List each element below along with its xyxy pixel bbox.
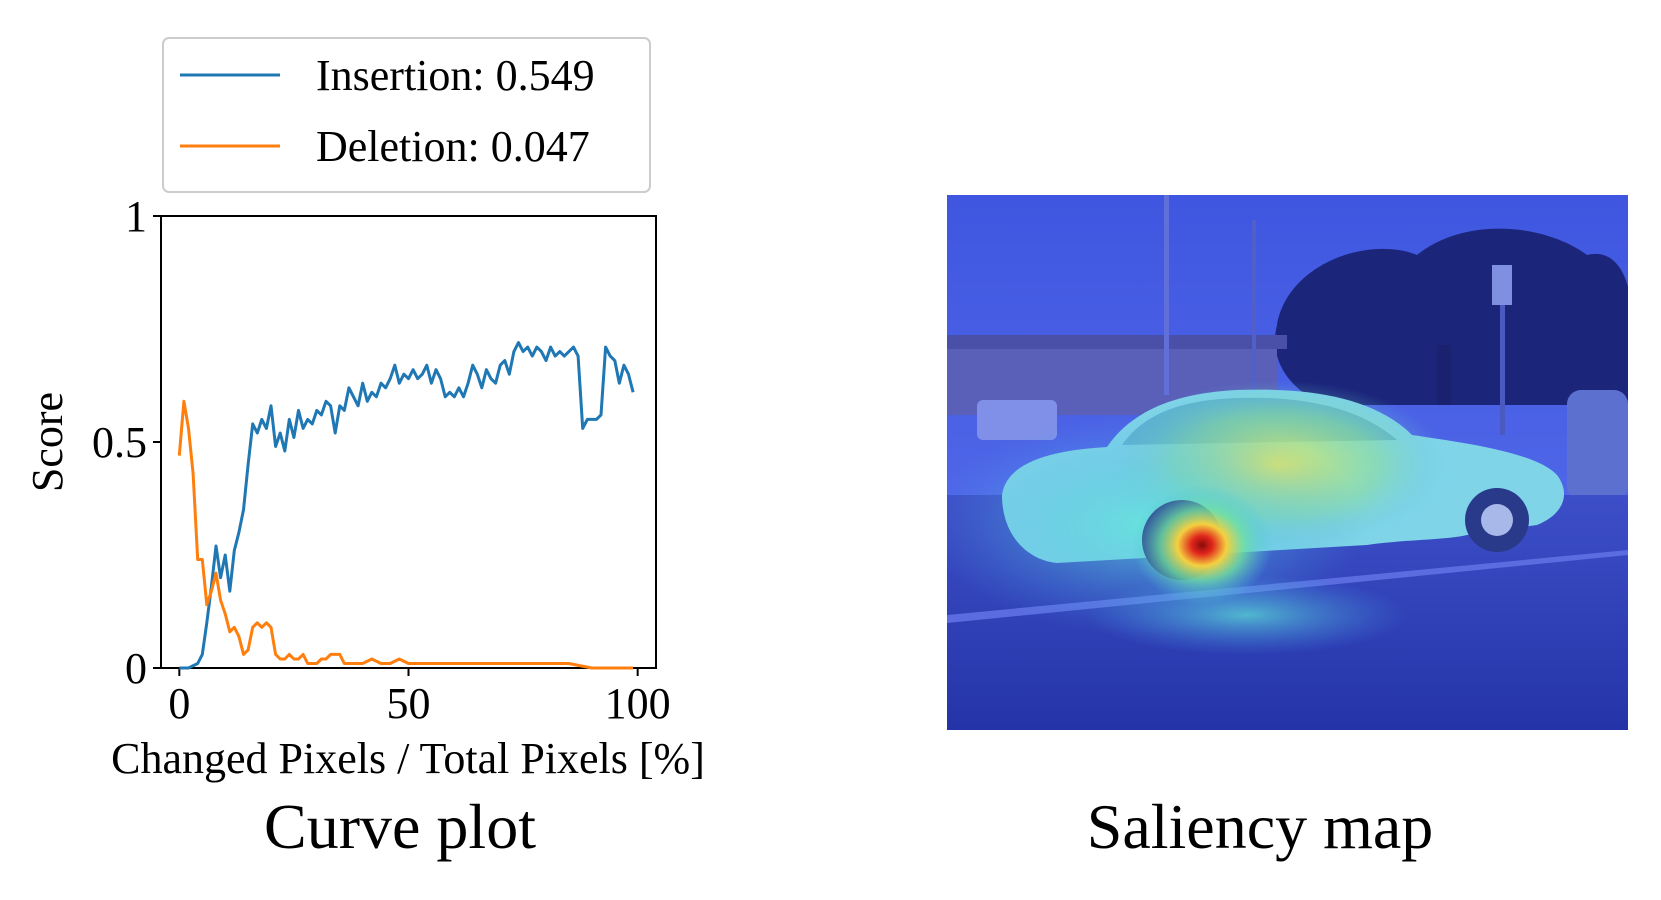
curve-plot: Insertion: 0.549 Deletion: 0.047 0 50 100 …: [23, 37, 705, 783]
ground-glow: [1087, 575, 1407, 655]
y-tick-label: 0: [125, 644, 147, 693]
y-axis-ticks: 00.51: [92, 192, 161, 693]
x-axis-ticks: 0 50 100: [168, 668, 671, 728]
plot-area-frame: [160, 215, 657, 669]
y-axis-label: Score: [23, 392, 72, 492]
car-right: [1567, 390, 1628, 500]
series-layer: [177, 341, 635, 670]
caption-curve-plot: Curve plot: [264, 791, 536, 862]
x-axis-label: Changed Pixels / Total Pixels [%]: [111, 734, 705, 783]
series-line-insertion: [179, 341, 635, 670]
pole-1: [1164, 195, 1169, 395]
series-line-deletion: [177, 399, 634, 670]
tree-canopy: [1275, 228, 1628, 405]
y-tick-label: 0.5: [92, 418, 147, 467]
front-wheel-hub: [1481, 504, 1513, 536]
x-tick-label: 50: [387, 679, 431, 728]
legend-label-insertion: Insertion: 0.549: [316, 51, 595, 100]
legend: Insertion: 0.549 Deletion: 0.047: [162, 37, 651, 193]
tree-trunk: [1437, 345, 1451, 405]
legend-label-deletion: Deletion: 0.047: [316, 122, 590, 171]
sign-post: [1500, 275, 1505, 435]
legend-frame: [162, 37, 651, 193]
saliency-map-image: [947, 195, 1628, 730]
y-tick-label: 1: [125, 192, 147, 241]
caption-saliency-map: Saliency map: [1086, 791, 1434, 862]
building-roof: [947, 335, 1287, 349]
pole-2: [1252, 220, 1256, 390]
x-tick-label: 0: [168, 679, 190, 728]
sign-board: [1492, 265, 1512, 305]
x-tick-label: 100: [605, 679, 671, 728]
heat-hotspot: [1132, 485, 1272, 605]
